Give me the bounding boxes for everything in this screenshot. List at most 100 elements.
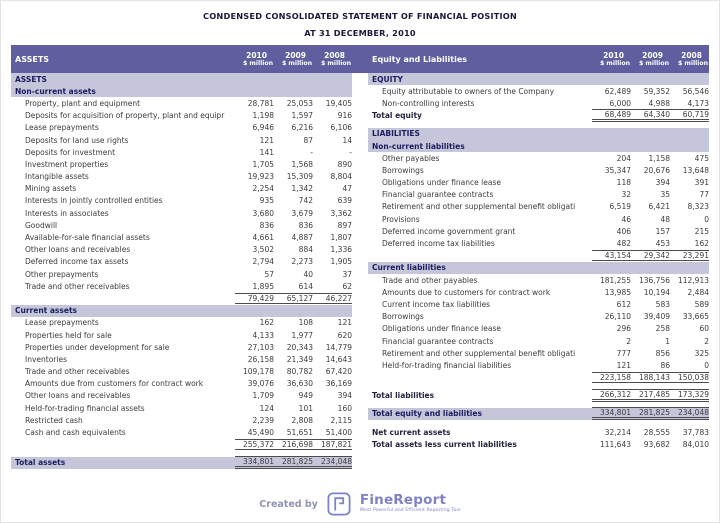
row-label: Deposits for acquisition of property, pl… — [25, 111, 225, 121]
value-2010: 32 — [621, 190, 631, 200]
year-header-row: 2010 2009 2008 — [235, 51, 352, 60]
value-2009: 453 — [655, 239, 670, 249]
row-label: Non-controlling interests — [382, 98, 475, 108]
table-row: Amounts due to customers for contract wo… — [368, 286, 709, 298]
subtotal-row: 79,429 65,127 46,227 — [11, 292, 352, 304]
value-2009: 80,782 — [286, 367, 313, 377]
value-2010: 45,490 — [247, 428, 274, 438]
row-label: EQUITY — [372, 74, 403, 84]
table-row: Financial guarantee contracts 32 35 77 — [368, 189, 709, 201]
value-2008: 187,821 — [320, 440, 352, 450]
value-2009: 87 — [303, 135, 313, 145]
value-2008: 14,643 — [325, 354, 352, 364]
value-2009: 188,143 — [638, 373, 670, 383]
row-values: 836 836 897 — [235, 221, 352, 230]
value-2010: 3,502 — [252, 245, 274, 255]
value-2009: - — [310, 147, 313, 157]
value-2008: 112,913 — [677, 275, 709, 285]
row-values: 6,519 6,421 8,323 — [592, 202, 709, 211]
value-2008: 19,405 — [325, 98, 352, 108]
assets-table-header: ASSETS 2010 2009 2008 $ million $ millio… — [11, 45, 352, 73]
value-2008: 2 — [704, 336, 709, 346]
table-row: Deposits for land use rights 121 87 14 — [11, 134, 352, 146]
table-row: Trade and other payables 181,255 136,756 11… — [368, 274, 709, 286]
table-row: Property, plant and equipment 28,781 25,05… — [11, 97, 352, 109]
table-row: Equity attributable to owners of the Com… — [368, 85, 709, 97]
table-row: Deposits for investment 141 - - — [11, 146, 352, 158]
value-2009: 101 — [298, 403, 313, 413]
table-row: Obligations under finance lease 296 258 60 — [368, 323, 709, 335]
total-row: Total liabilities 266,312 217,485 173,329 — [368, 389, 709, 403]
section-row: Current assets — [11, 304, 352, 317]
row-label: Deposits for land use rights — [25, 135, 129, 145]
subtotal-row: 223,158 188,143 150,038 — [368, 372, 709, 384]
row-label: Inventories — [25, 354, 67, 364]
row-values: 46 48 0 — [592, 215, 709, 224]
column-header-2009: 2009 — [285, 51, 306, 60]
value-2010: 255,372 — [242, 440, 274, 450]
value-2008: 121 — [337, 318, 352, 328]
value-2008: 3,362 — [330, 208, 352, 218]
row-values: 1,709 949 394 — [235, 391, 352, 400]
report-title: CONDENSED CONSOLIDATED STATEMENT OF FINA… — [203, 11, 517, 21]
value-2010: 6,946 — [252, 123, 274, 133]
subtotal-row: 43,154 29,342 23,291 — [368, 250, 709, 262]
row-label: Deferred income tax liabilities — [382, 239, 495, 249]
table-row: Lease prepayments 162 108 121 — [11, 317, 352, 329]
row-label: Goodwill — [25, 220, 58, 230]
value-2010: 32,214 — [604, 427, 631, 437]
value-2010: 6,519 — [609, 202, 631, 212]
table-row: Investment properties 1,705 1,568 890 — [11, 158, 352, 170]
row-values: 1,705 1,568 890 — [235, 160, 352, 169]
value-2010: 62,489 — [604, 86, 631, 96]
row-values: 35,347 20,676 13,648 — [592, 166, 709, 175]
equity-liabilities-table-body: EQUITY Equity attributable to owners of t… — [368, 73, 709, 450]
table-row: Restricted cash 2,239 2,808 2,115 — [11, 414, 352, 426]
row-label: Restricted cash — [25, 415, 83, 425]
value-2008: 51,400 — [325, 428, 352, 438]
row-label: Current liabilities — [372, 263, 446, 273]
brand-block: FineReport Most Powerful and Efficient R… — [360, 494, 461, 514]
row-values: 28,781 25,053 19,405 — [235, 99, 352, 108]
table-row: Borrowings 35,347 20,676 13,648 — [368, 164, 709, 176]
value-2009: 1,977 — [291, 330, 313, 340]
row-values: 109,178 80,782 67,420 — [235, 367, 352, 376]
row-label: Investment properties — [25, 159, 109, 169]
row-label: Provisions — [382, 214, 420, 224]
value-2009: 1,568 — [291, 159, 313, 169]
assets-header-label: ASSETS — [15, 54, 50, 64]
row-label: Total liabilities — [372, 391, 435, 401]
row-values: 482 453 162 — [592, 239, 709, 248]
row-label: Obligations under finance lease — [382, 178, 501, 188]
value-2008: 84,010 — [682, 439, 709, 449]
value-2008: 56,546 — [682, 86, 709, 96]
section-row: Non-current liabilities — [368, 139, 709, 153]
table-row: Current income tax liabilities 612 583 589 — [368, 298, 709, 310]
value-2010: 3,680 — [252, 208, 274, 218]
row-values: 62,489 59,352 56,546 — [592, 87, 709, 96]
row-values: 2 1 2 — [592, 337, 709, 346]
row-values: 27,103 20,343 14,779 — [235, 343, 352, 352]
value-2008: 60,719 — [682, 110, 709, 120]
value-2008: 8,323 — [687, 202, 709, 212]
row-values: 334,801 281,825 234,048 — [592, 407, 709, 421]
value-2008: 62 — [342, 281, 352, 291]
value-2008: 0 — [704, 214, 709, 224]
unit-header-row: $ million $ million $ million — [235, 60, 352, 67]
value-2008: 14 — [342, 135, 352, 145]
row-label: Properties under development for sale — [25, 342, 170, 352]
value-2009: 39,409 — [643, 312, 670, 322]
row-label: Deferred income government grant — [382, 226, 516, 236]
value-2010: 124 — [259, 403, 274, 413]
value-2010: 777 — [616, 348, 631, 358]
value-2009: 48 — [660, 214, 670, 224]
table-row: Deferred income tax assets 2,794 2,273 1,90… — [11, 256, 352, 268]
value-2009: 28,555 — [643, 427, 670, 437]
table-row: Deferred income government grant 406 157 21… — [368, 225, 709, 237]
row-label: Amounts due to customers for contract wo… — [382, 287, 551, 297]
value-2009: 21,349 — [286, 354, 313, 364]
value-2010: 13,985 — [604, 287, 631, 297]
value-2009: 856 — [655, 348, 670, 358]
report-subtitle: AT 31 DECEMBER, 2010 — [304, 28, 416, 38]
